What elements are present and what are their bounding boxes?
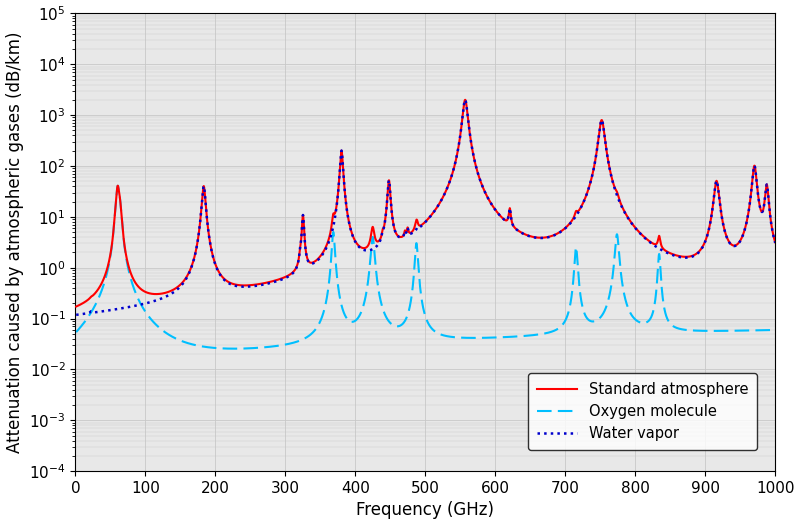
Y-axis label: Attenuation caused by atmospheric gases (dB/km): Attenuation caused by atmospheric gases … <box>6 32 23 453</box>
Standard atmosphere <box>202 214 212 220</box>
X-axis label: Frequency (GHz): Frequency (GHz) <box>356 501 494 519</box>
Oxygen molecule <box>230 345 239 352</box>
Standard atmosphere <box>71 303 81 310</box>
Water vapor <box>202 214 212 220</box>
Water vapor <box>118 305 127 311</box>
Standard atmosphere <box>382 197 392 203</box>
Water vapor <box>656 246 666 253</box>
Oxygen molecule <box>656 270 666 277</box>
Line: Oxygen molecule: Oxygen molecule <box>76 186 775 349</box>
Oxygen molecule <box>133 295 142 301</box>
Standard atmosphere <box>770 239 780 246</box>
Standard atmosphere <box>133 283 142 289</box>
Oxygen molecule <box>118 223 127 229</box>
Legend: Standard atmosphere, Oxygen molecule, Water vapor: Standard atmosphere, Oxygen molecule, Wa… <box>528 373 758 450</box>
Oxygen molecule <box>202 344 212 350</box>
Oxygen molecule <box>162 330 172 337</box>
Line: Water vapor: Water vapor <box>76 100 775 315</box>
Water vapor <box>133 302 142 308</box>
Oxygen molecule <box>71 329 81 335</box>
Standard atmosphere <box>118 223 127 229</box>
Oxygen molecule <box>770 327 780 333</box>
Oxygen molecule <box>382 316 392 322</box>
Water vapor <box>460 97 470 103</box>
Standard atmosphere <box>162 289 172 296</box>
Line: Standard atmosphere: Standard atmosphere <box>76 100 775 307</box>
Standard atmosphere <box>656 240 666 246</box>
Water vapor <box>770 239 780 246</box>
Water vapor <box>162 293 172 299</box>
Water vapor <box>71 312 81 318</box>
Water vapor <box>382 197 392 203</box>
Oxygen molecule <box>113 183 122 189</box>
Standard atmosphere <box>460 97 470 103</box>
